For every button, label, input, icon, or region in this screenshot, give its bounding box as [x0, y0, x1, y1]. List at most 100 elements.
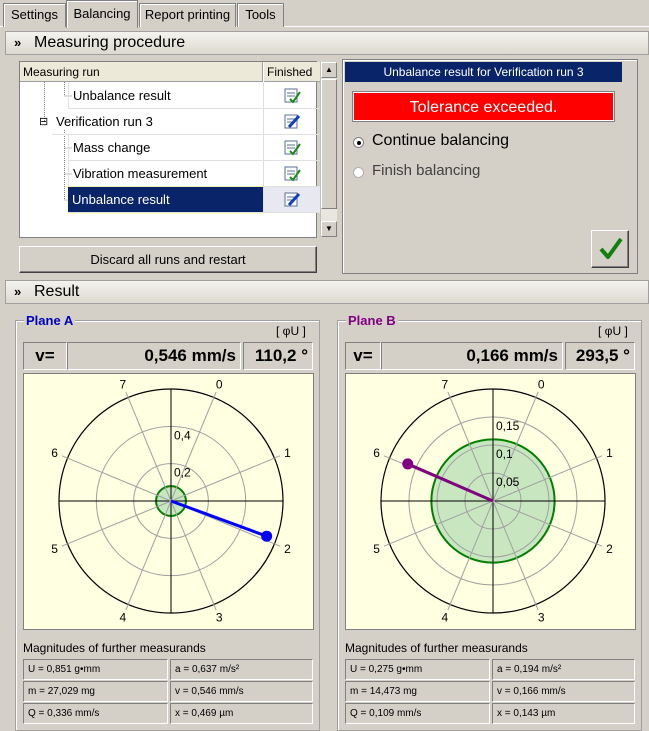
document-edit-icon: [284, 114, 301, 129]
tab-label: Tools: [245, 7, 276, 22]
measuring-run-list[interactable]: Measuring run Finished Unbalance result …: [19, 61, 337, 238]
tab-settings[interactable]: Settings: [3, 3, 66, 27]
unbalance-result-panel: [342, 59, 638, 274]
v-label: v=: [345, 342, 381, 370]
list-item[interactable]: Mass change: [20, 135, 321, 161]
finished-cell: [263, 109, 321, 135]
v-label: v=: [23, 342, 67, 370]
finished-cell: [263, 161, 321, 187]
ring-label: 0,1: [496, 447, 513, 461]
position-label: 2: [284, 542, 291, 556]
polar-chart-plane-b: 0 1 2 3 4 5 6 7 0,05 0,1 0,15: [345, 373, 636, 630]
position-spoke: [492, 391, 539, 502]
position-spoke: [61, 500, 172, 547]
vibration-angle: 110,2 °: [243, 342, 313, 370]
measurand-cell: m = 27,029 mg: [23, 681, 168, 702]
radio-continue[interactable]: [353, 137, 364, 148]
position-spoke: [492, 500, 539, 611]
position-spoke: [125, 500, 172, 611]
scroll-up-icon[interactable]: ▲: [321, 62, 337, 78]
measurand-cell: U = 0,275 g•mm: [345, 659, 490, 680]
tab-label: Settings: [11, 7, 58, 22]
vibration-magnitude: 0,546 mm/s: [67, 342, 241, 370]
list-item[interactable]: Unbalance result: [20, 83, 321, 109]
section-measuring-procedure[interactable]: » Measuring procedure: [5, 31, 649, 55]
plane-b-title: Plane B: [346, 313, 398, 328]
run-label: Vibration measurement: [68, 161, 263, 187]
plane-a-title: Plane A: [24, 313, 76, 328]
magnitudes-title: Magnitudes of further measurands: [23, 641, 206, 655]
collapse-chevron-icon[interactable]: »: [14, 284, 22, 299]
tab-bar: Settings Balancing Report printing Tools: [0, 0, 649, 28]
column-header-finished[interactable]: Finished: [264, 62, 320, 82]
document-edit-icon: [284, 192, 301, 207]
tab-report-printing[interactable]: Report printing: [139, 3, 236, 27]
position-spoke: [170, 455, 281, 502]
position-spoke: [492, 500, 603, 547]
run-label: Mass change: [68, 135, 263, 161]
tolerance-status-banner: Tolerance exceeded.: [353, 92, 614, 121]
collapse-chevron-icon[interactable]: »: [14, 35, 22, 50]
document-check-icon: [284, 140, 301, 156]
position-label: 1: [606, 446, 613, 460]
position-spoke: [125, 391, 172, 502]
position-label: 1: [284, 446, 291, 460]
position-spoke: [170, 391, 217, 502]
position-spoke: [492, 455, 603, 502]
measurand-cell: Q = 0,109 mm/s: [345, 703, 490, 724]
position-label: 3: [538, 610, 545, 624]
list-item[interactable]: Vibration measurement: [20, 161, 321, 187]
position-spoke: [447, 391, 494, 502]
position-label: 5: [373, 542, 380, 556]
position-label: 0: [216, 378, 223, 392]
section-result[interactable]: » Result: [5, 280, 649, 304]
polar-chart-plane-a: 0 1 2 3 4 5 6 7 0,2 0,4: [23, 373, 314, 630]
position-label: 4: [119, 610, 126, 624]
run-label: Unbalance result: [68, 83, 263, 109]
collapse-box-icon[interactable]: ⊟: [39, 116, 49, 128]
measurand-cell: a = 0,637 m/s²: [170, 659, 313, 680]
document-check-icon: [284, 166, 301, 182]
magnitudes-title: Magnitudes of further measurands: [345, 641, 528, 655]
section-title: Measuring procedure: [34, 34, 186, 51]
polar-chart-svg: 0 1 2 3 4 5 6 7 0,05 0,1 0,15: [373, 378, 613, 625]
list-item[interactable]: ⊟ Verification run 3: [20, 109, 321, 135]
finished-cell: [263, 135, 321, 161]
tab-label: Balancing: [73, 6, 131, 21]
checkmark-icon: [599, 237, 623, 259]
position-label: 3: [216, 610, 223, 624]
unbalance-vector-point: [261, 530, 273, 542]
finished-cell: [263, 83, 321, 109]
position-label: 5: [51, 542, 58, 556]
measurand-cell: v = 0,166 mm/s: [492, 681, 635, 702]
unbalance-vector: [170, 499, 268, 538]
ring-label: 0,15: [496, 419, 520, 433]
scroll-thumb[interactable]: [321, 79, 337, 209]
scroll-down-icon[interactable]: ▼: [321, 221, 337, 237]
run-label: Verification run 3: [52, 109, 263, 135]
ring-label: 0,4: [174, 428, 191, 442]
tab-tools[interactable]: Tools: [237, 3, 284, 27]
vibration-angle: 293,5 °: [565, 342, 635, 370]
measurand-cell: x = 0,469 µm: [170, 703, 313, 724]
tab-balancing[interactable]: Balancing: [66, 0, 138, 28]
list-item-selected[interactable]: Unbalance result: [20, 186, 321, 214]
position-spoke: [447, 500, 494, 611]
discard-restart-button[interactable]: Discard all runs and restart: [19, 246, 317, 273]
list-scrollbar[interactable]: ▲ ▼: [320, 62, 337, 237]
section-title: Result: [34, 283, 80, 300]
ring-label: 0,2: [174, 466, 191, 480]
ring-label: 0,05: [496, 475, 520, 489]
measurand-cell: x = 0,143 µm: [492, 703, 635, 724]
finish-balancing-label: Finish balancing: [372, 162, 481, 179]
position-label: 7: [441, 378, 448, 392]
radio-finish[interactable]: [353, 167, 364, 178]
position-label: 2: [606, 542, 613, 556]
confirm-button[interactable]: [591, 230, 629, 268]
column-header-run[interactable]: Measuring run: [20, 62, 263, 82]
measurand-cell: v = 0,546 mm/s: [170, 681, 313, 702]
measurand-cell: m = 14,473 mg: [345, 681, 490, 702]
run-label: Unbalance result: [67, 186, 264, 214]
unbalance-vector-point: [402, 458, 414, 470]
position-label: 6: [373, 446, 380, 460]
